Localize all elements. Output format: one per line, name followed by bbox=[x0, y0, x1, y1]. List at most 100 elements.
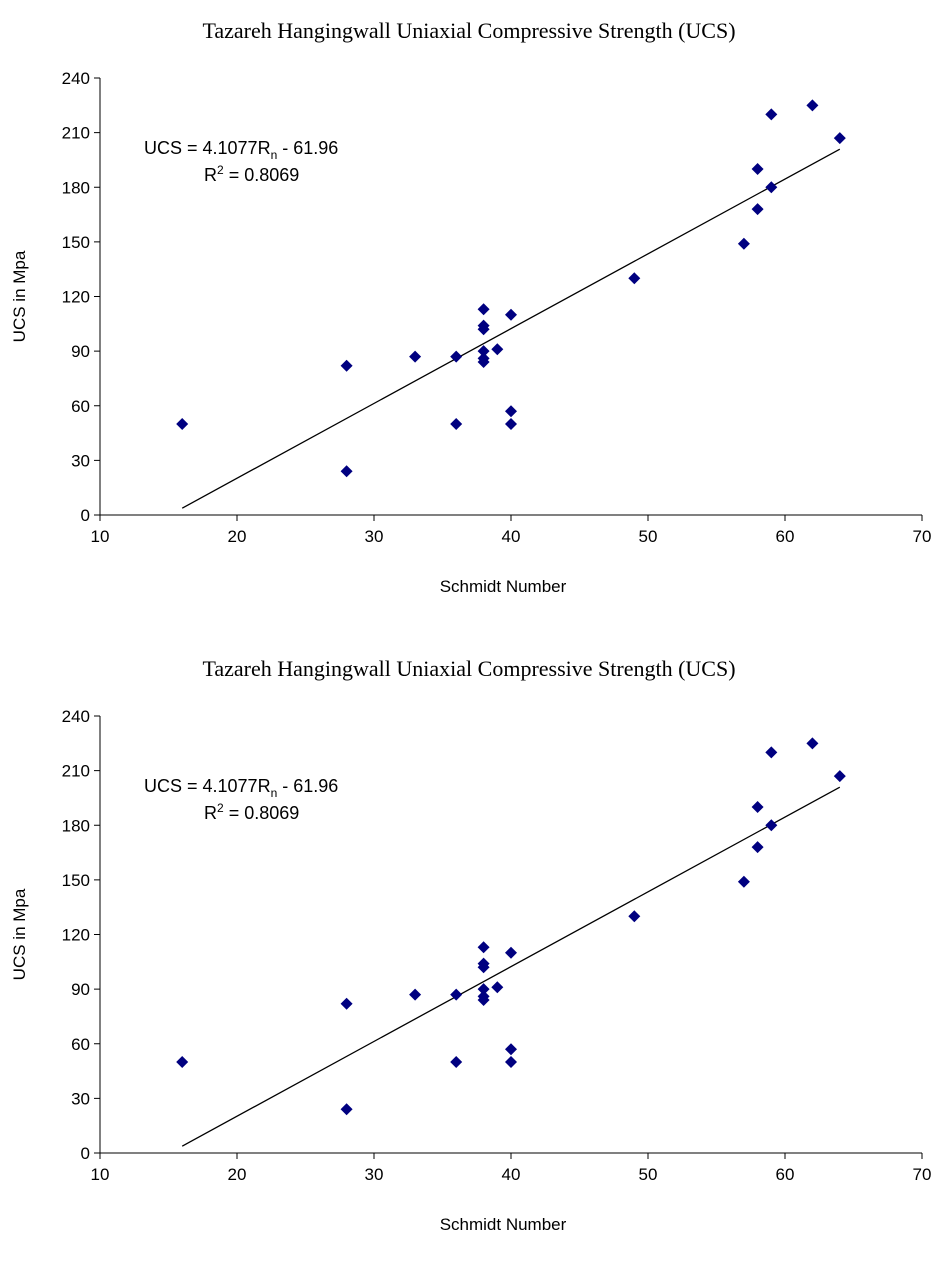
data-point bbox=[765, 819, 778, 832]
r-squared-prefix: R bbox=[204, 165, 217, 185]
x-tick-label: 50 bbox=[639, 527, 658, 546]
data-point bbox=[737, 237, 750, 250]
y-tick-label: 90 bbox=[71, 980, 90, 999]
r-squared-superscript: 2 bbox=[217, 163, 224, 177]
equation-label: UCS = 4.1077Rn - 61.96 bbox=[144, 776, 338, 800]
chart-2: Tazareh Hangingwall Uniaxial Compressive… bbox=[0, 638, 938, 1276]
data-point bbox=[751, 841, 764, 854]
y-tick-label: 210 bbox=[62, 124, 90, 143]
data-point bbox=[340, 1103, 353, 1116]
equation-subscript: n bbox=[271, 786, 278, 800]
data-point bbox=[765, 181, 778, 194]
data-point bbox=[806, 737, 819, 750]
data-point bbox=[505, 1055, 517, 1068]
x-tick-label: 20 bbox=[228, 1165, 247, 1184]
data-point bbox=[450, 988, 463, 1001]
chart-title: Tazareh Hangingwall Uniaxial Compressive… bbox=[202, 656, 735, 681]
y-tick-label: 60 bbox=[71, 397, 90, 416]
data-point bbox=[477, 941, 490, 954]
data-point bbox=[505, 417, 517, 430]
y-tick-label: 120 bbox=[62, 926, 90, 945]
x-tick-label: 50 bbox=[639, 1165, 658, 1184]
x-tick-label: 20 bbox=[228, 527, 247, 546]
data-point bbox=[477, 961, 490, 974]
data-point bbox=[751, 163, 764, 176]
data-point bbox=[737, 875, 750, 888]
data-point bbox=[491, 343, 504, 356]
equation-suffix: - 61.96 bbox=[277, 776, 338, 796]
y-tick-label: 0 bbox=[81, 1144, 90, 1163]
trendline bbox=[181, 148, 841, 509]
r-squared-label: R2 = 0.8069 bbox=[204, 801, 299, 823]
x-tick-label: 40 bbox=[502, 527, 521, 546]
data-point bbox=[505, 405, 517, 418]
y-tick-label: 30 bbox=[71, 451, 90, 470]
data-point bbox=[505, 308, 517, 321]
data-point bbox=[176, 417, 189, 430]
r-squared-prefix: R bbox=[204, 803, 217, 823]
data-point bbox=[477, 323, 490, 336]
x-tick-label: 60 bbox=[776, 1165, 795, 1184]
trendline bbox=[181, 786, 841, 1147]
data-point bbox=[340, 465, 353, 478]
r-squared-suffix: = 0.8069 bbox=[224, 165, 300, 185]
chart-1: Tazareh Hangingwall Uniaxial Compressive… bbox=[10, 18, 932, 596]
y-tick-label: 180 bbox=[62, 178, 90, 197]
data-point bbox=[628, 272, 641, 285]
x-tick-label: 70 bbox=[913, 527, 932, 546]
data-point bbox=[765, 108, 778, 121]
data-point bbox=[450, 350, 463, 363]
x-tick-label: 10 bbox=[91, 527, 110, 546]
data-point bbox=[477, 983, 490, 996]
data-point bbox=[505, 946, 517, 959]
data-point bbox=[833, 132, 846, 145]
data-point bbox=[340, 359, 353, 372]
data-point bbox=[833, 770, 846, 783]
y-tick-label: 90 bbox=[71, 342, 90, 361]
equation-prefix: UCS = 4.1077R bbox=[144, 138, 271, 158]
equation-label: UCS = 4.1077Rn - 61.96 bbox=[144, 138, 338, 162]
r-squared-superscript: 2 bbox=[217, 801, 224, 815]
r-squared-label: R2 = 0.8069 bbox=[204, 163, 299, 185]
x-tick-label: 10 bbox=[91, 1165, 110, 1184]
r-squared-suffix: = 0.8069 bbox=[224, 803, 300, 823]
y-tick-label: 210 bbox=[62, 762, 90, 781]
data-point bbox=[450, 1055, 463, 1068]
data-point bbox=[409, 988, 422, 1001]
y-axis-label: UCS in Mpa bbox=[10, 888, 29, 980]
x-tick-label: 30 bbox=[365, 1165, 384, 1184]
equation-prefix: UCS = 4.1077R bbox=[144, 776, 271, 796]
data-point bbox=[450, 417, 463, 430]
y-axis-label: UCS in Mpa bbox=[10, 250, 29, 342]
y-tick-label: 150 bbox=[62, 233, 90, 252]
data-point bbox=[806, 99, 819, 112]
chart-1-svg: Tazareh Hangingwall Uniaxial Compressive… bbox=[10, 18, 932, 596]
y-tick-label: 180 bbox=[62, 816, 90, 835]
y-tick-label: 30 bbox=[71, 1089, 90, 1108]
data-point bbox=[628, 910, 641, 923]
y-tick-label: 240 bbox=[62, 69, 90, 88]
chart-2-svg: Tazareh Hangingwall Uniaxial Compressive… bbox=[10, 656, 932, 1234]
data-point bbox=[340, 997, 353, 1010]
data-point bbox=[477, 303, 490, 316]
data-point bbox=[751, 801, 764, 814]
data-point bbox=[477, 994, 490, 1007]
data-point bbox=[505, 1043, 517, 1056]
x-tick-label: 40 bbox=[502, 1165, 521, 1184]
y-tick-label: 60 bbox=[71, 1035, 90, 1054]
x-tick-label: 30 bbox=[365, 527, 384, 546]
x-axis-label: Schmidt Number bbox=[440, 1215, 567, 1234]
x-tick-label: 70 bbox=[913, 1165, 932, 1184]
data-point bbox=[409, 350, 422, 363]
data-point bbox=[176, 1055, 189, 1068]
y-tick-label: 0 bbox=[81, 506, 90, 525]
data-point bbox=[751, 203, 764, 216]
data-point bbox=[477, 356, 490, 369]
y-tick-label: 150 bbox=[62, 871, 90, 890]
data-point bbox=[765, 746, 778, 759]
equation-suffix: - 61.96 bbox=[277, 138, 338, 158]
data-point bbox=[477, 345, 490, 358]
equation-subscript: n bbox=[271, 148, 278, 162]
y-tick-label: 120 bbox=[62, 288, 90, 307]
y-tick-label: 240 bbox=[62, 707, 90, 726]
